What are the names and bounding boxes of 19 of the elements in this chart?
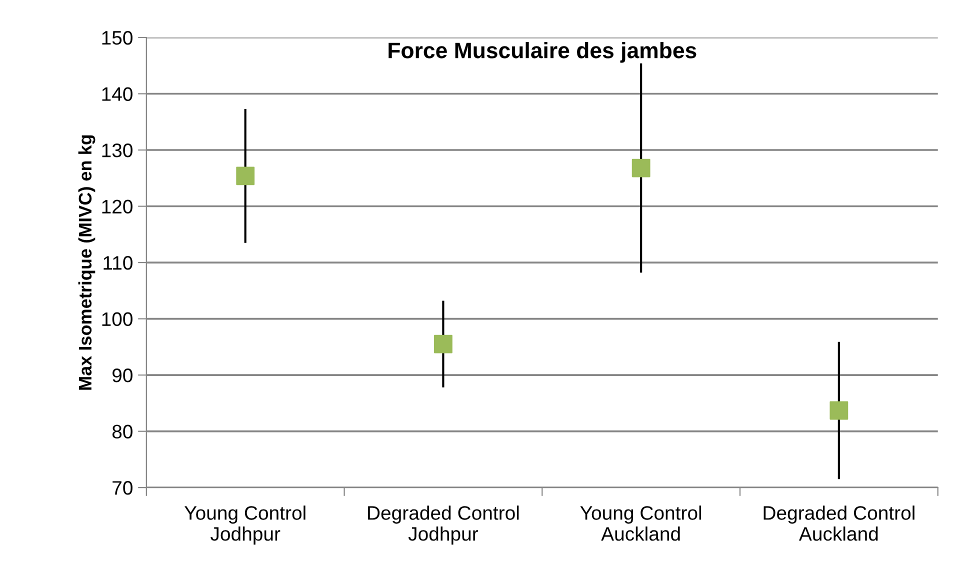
y-tick-label: 110	[104, 256, 132, 270]
y-tick-label: 120	[102, 200, 132, 214]
x-tick-label: Degraded Control Auckland	[764, 506, 914, 541]
y-axis-title: Max Isometrique (MIVC) en kg	[78, 135, 96, 390]
point	[632, 158, 650, 178]
y-tick-label: 70	[112, 481, 132, 495]
point	[830, 401, 848, 420]
y-tick-label: 90	[112, 368, 132, 382]
chart-title: Force Musculaire des jambes	[388, 42, 696, 63]
y-tick-label: 140	[102, 87, 132, 101]
y-tick-label: 100	[102, 312, 132, 326]
x-tick-label: Young Control Jodhpur	[184, 506, 306, 545]
x-tick-label: Young Control Auckland	[580, 506, 702, 541]
y-tick-label: 150	[102, 30, 132, 45]
x-tick-label: Degraded Control Jodhpur	[368, 506, 519, 545]
y-tick-label: 80	[112, 424, 132, 439]
point	[434, 334, 452, 354]
y-tick-label: 130	[102, 143, 132, 158]
point	[236, 166, 255, 186]
